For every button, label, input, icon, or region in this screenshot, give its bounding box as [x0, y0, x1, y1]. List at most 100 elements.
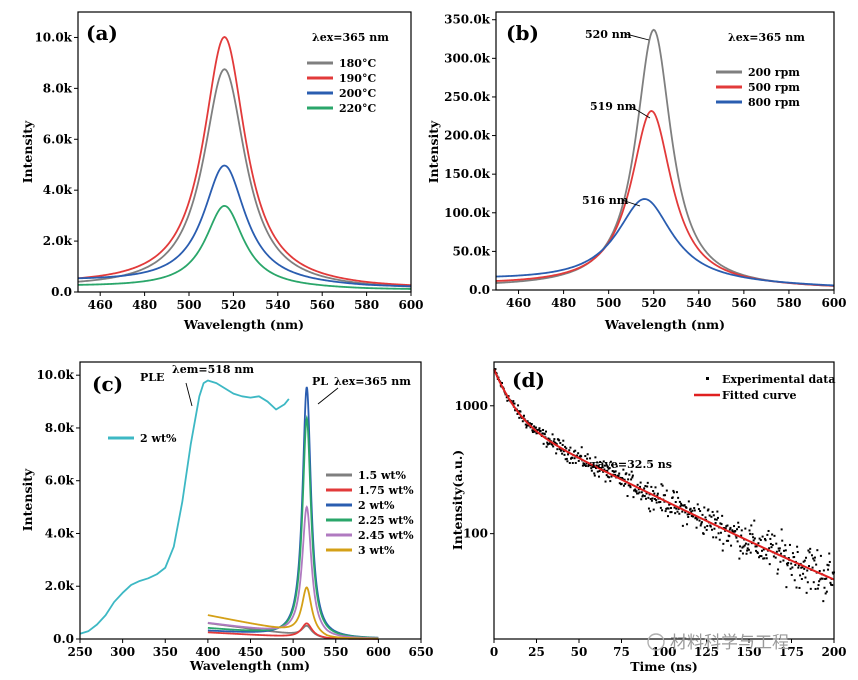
- data-point: [805, 556, 808, 559]
- x-tick-label: 650: [408, 645, 433, 659]
- data-point: [703, 506, 706, 509]
- data-point: [590, 467, 593, 470]
- x-tick-label: 75: [613, 645, 630, 659]
- data-point: [551, 433, 554, 436]
- data-point: [564, 458, 567, 461]
- data-point: [536, 429, 539, 432]
- data-point: [781, 539, 784, 542]
- data-point: [822, 569, 825, 572]
- data-point: [650, 499, 653, 502]
- data-point: [649, 510, 652, 513]
- data-point: [690, 515, 693, 518]
- data-point: [662, 494, 665, 497]
- data-point: [647, 507, 650, 510]
- data-point: [666, 515, 669, 518]
- data-point: [685, 506, 688, 509]
- tau-label: τave=32.5 ns: [590, 458, 672, 471]
- data-point: [715, 518, 718, 521]
- x-tick-label: 150: [736, 645, 761, 659]
- x-tick-label: 100: [651, 645, 676, 659]
- panel-a-excitation-label: λex=365 nm: [312, 31, 389, 44]
- panel-d-label: (d): [512, 368, 545, 392]
- data-point: [745, 552, 748, 555]
- data-point: [613, 470, 616, 473]
- data-point: [573, 457, 576, 460]
- data-point: [818, 580, 821, 583]
- data-point: [806, 569, 809, 572]
- data-point: [529, 426, 532, 429]
- data-point: [808, 551, 811, 554]
- ple-label: PLE: [140, 371, 164, 384]
- data-point: [768, 547, 771, 550]
- panel-d-ylabel: Intensity(a.u.): [450, 450, 465, 550]
- data-point: [621, 477, 624, 479]
- fit-line: [493, 368, 835, 581]
- data-point: [761, 549, 763, 552]
- x-tick-label: 540: [265, 298, 290, 312]
- panel-b-curves: [495, 28, 835, 287]
- data-point: [743, 544, 746, 547]
- x-tick-label: 460: [88, 298, 113, 312]
- panel-c-label: (c): [92, 372, 123, 396]
- y-tick-label: 200.0k: [444, 129, 491, 143]
- y-tick-label: 6.0k: [43, 132, 73, 146]
- x-tick-label: 50: [571, 645, 588, 659]
- data-point: [552, 440, 555, 443]
- data-point: [791, 566, 794, 569]
- data-point: [563, 453, 566, 456]
- data-point: [614, 473, 617, 476]
- data-point: [608, 467, 611, 470]
- data-point: [734, 530, 737, 532]
- data-point: [698, 519, 701, 522]
- series-line: [207, 505, 379, 640]
- data-point: [736, 540, 739, 543]
- y-tick-label: 100.0k: [444, 206, 491, 220]
- x-tick-label: 250: [67, 645, 92, 659]
- data-point: [816, 587, 819, 590]
- x-tick-label: 300: [110, 645, 135, 659]
- data-point: [581, 464, 584, 467]
- data-point: [686, 513, 689, 516]
- data-point: [705, 528, 708, 531]
- data-point: [702, 532, 705, 535]
- data-point: [677, 507, 680, 510]
- data-point: [681, 524, 684, 527]
- data-point: [736, 528, 739, 531]
- data-point: [703, 526, 706, 529]
- peak-annotation-519: 519 nm: [590, 100, 637, 113]
- legend-label: Experimental data: [722, 373, 836, 386]
- data-point: [670, 511, 673, 514]
- data-point: [813, 556, 816, 559]
- data-point: [748, 529, 751, 532]
- data-point: [569, 446, 572, 449]
- peak-annotation-516: 516 nm: [582, 194, 629, 207]
- data-point: [769, 537, 772, 540]
- data-point: [773, 534, 776, 537]
- data-point: [796, 545, 799, 548]
- data-point: [691, 509, 694, 512]
- watermark: 材料科学与工程: [647, 633, 789, 653]
- data-point: [545, 430, 548, 433]
- data-point: [783, 549, 786, 552]
- data-point: [558, 448, 561, 451]
- legend-label: 500 rpm: [748, 81, 800, 94]
- y-tick-label: 150.0k: [444, 167, 491, 181]
- data-point: [625, 472, 628, 475]
- data-point: [606, 470, 609, 473]
- data-point: [809, 587, 812, 590]
- data-point: [677, 496, 680, 499]
- data-point: [687, 500, 690, 503]
- data-point: [630, 478, 633, 481]
- data-point: [755, 545, 758, 548]
- data-point: [524, 423, 527, 426]
- data-point: [667, 507, 670, 510]
- data-point: [753, 519, 756, 522]
- data-point: [597, 465, 600, 468]
- data-point: [728, 535, 731, 538]
- data-point: [640, 491, 643, 494]
- data-point: [747, 543, 750, 546]
- data-point: [803, 559, 806, 562]
- data-point: [580, 446, 583, 449]
- data-point: [721, 514, 724, 517]
